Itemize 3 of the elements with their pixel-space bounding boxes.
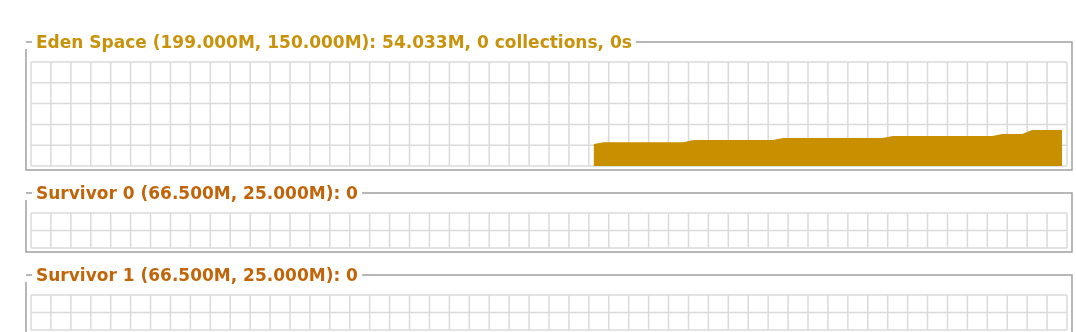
text: Survivor 1 (66.500M, 25.000M): 0: [36, 265, 359, 285]
chart-title: Eden Space (199.000M, 150.000M): 54.033M, 0 collections, 0s: [36, 32, 632, 52]
text: Survivor 0 (66.500M, 25.000M): 0: [36, 183, 359, 203]
